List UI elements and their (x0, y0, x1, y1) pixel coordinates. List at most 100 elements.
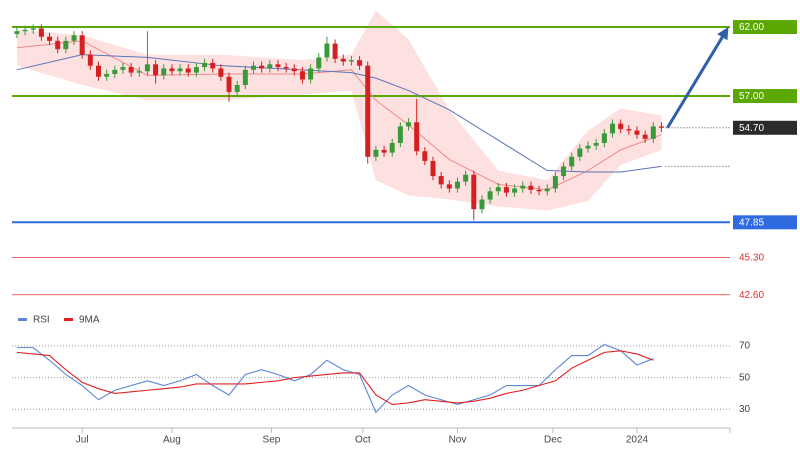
rsi-line (16, 343, 654, 414)
candle-body (226, 76, 232, 92)
candle-body (234, 85, 240, 92)
candle-body (177, 68, 183, 72)
candle-body (22, 29, 28, 32)
candle-body (251, 65, 257, 70)
x-tick-label: Dec (544, 435, 562, 446)
legend-label: RSI (33, 315, 50, 326)
candle-body (626, 129, 632, 131)
x-tick-label: Sep (263, 435, 281, 446)
candle-body (446, 184, 452, 189)
candle-body (528, 185, 534, 190)
candle-body (650, 126, 656, 139)
level-label-box (733, 20, 797, 35)
candle-body (520, 185, 526, 189)
last-price-label: 54.70 (739, 123, 764, 134)
candle-body (275, 64, 281, 68)
y-tick-label: 70 (739, 341, 751, 352)
candle-body (193, 67, 199, 73)
candle-body (79, 35, 85, 55)
candle-body (406, 122, 412, 127)
candle-body (642, 134, 648, 139)
candle-body (30, 28, 36, 30)
candle-body (55, 40, 61, 50)
candle-body (585, 145, 591, 149)
candle-body (283, 67, 289, 69)
candle-body (397, 126, 403, 143)
candle-body (87, 54, 93, 66)
candle-body (161, 68, 167, 76)
candle-body (463, 174, 469, 182)
candle-body (291, 68, 297, 72)
level-label: 42.60 (739, 290, 764, 301)
level-label: 62.00 (739, 22, 764, 33)
candle-body (112, 69, 118, 74)
candle-body (544, 188, 550, 192)
y-tick-label: 50 (739, 372, 751, 383)
candle-body (634, 130, 640, 135)
candle-body (438, 176, 444, 185)
candle-body (348, 60, 354, 62)
candle-body (503, 187, 509, 193)
candle-body (144, 64, 150, 72)
level-label: 45.30 (739, 253, 764, 264)
candle-body (324, 43, 330, 58)
candle-body (38, 28, 44, 37)
candle-body (577, 148, 583, 157)
level-label: 57.00 (739, 91, 764, 102)
candle-body (357, 60, 363, 66)
candle-body (381, 149, 387, 153)
level-label-box (733, 89, 797, 104)
candle-body (299, 71, 305, 80)
candle-body (601, 133, 607, 143)
candle-body (332, 43, 338, 59)
candle-body (487, 191, 493, 200)
candle-body (389, 142, 395, 153)
level-label: 47.85 (739, 217, 764, 228)
x-tick-label: Nov (449, 435, 467, 446)
candle-body (14, 31, 20, 34)
candle-body (454, 181, 460, 189)
candle-body (552, 176, 558, 189)
candle-body (153, 64, 159, 76)
moving-average (16, 40, 662, 191)
candle-body (242, 69, 248, 86)
legend-swatch (18, 318, 27, 321)
candle-body (63, 40, 69, 50)
candle-body (569, 156, 575, 167)
level-label-box (733, 215, 797, 230)
candle-body (202, 62, 208, 68)
x-tick-label: 2024 (626, 435, 649, 446)
candle-body (308, 68, 314, 80)
candle-body (422, 151, 428, 161)
x-tick-label: Oct (355, 435, 371, 446)
candle-body (218, 68, 224, 77)
candle-body (658, 126, 664, 128)
candle-body (495, 187, 501, 192)
candle-body (185, 68, 191, 73)
x-tick-label: Jul (76, 435, 89, 446)
projection-arrow (666, 26, 729, 129)
candle-body (430, 160, 436, 177)
candle-body (479, 199, 485, 210)
candle-body (618, 123, 624, 130)
candle-body (120, 67, 126, 70)
candle-body (259, 65, 265, 69)
candle-body (512, 188, 518, 193)
candle-body (340, 58, 346, 62)
candle-body (95, 65, 101, 77)
candle-body (373, 149, 379, 157)
x-tick-label: Aug (163, 435, 181, 446)
candle-body (414, 122, 420, 152)
candle-body (71, 35, 77, 41)
candle-body (104, 73, 110, 77)
candle-body (169, 68, 175, 72)
candle-body (210, 62, 216, 69)
candle-body (536, 189, 542, 192)
rsi-line (16, 350, 654, 406)
candle-body (128, 67, 134, 73)
candle-body (316, 57, 322, 69)
last-price-box (733, 120, 797, 135)
candle-body (47, 36, 53, 41)
candle-body (593, 142, 599, 146)
